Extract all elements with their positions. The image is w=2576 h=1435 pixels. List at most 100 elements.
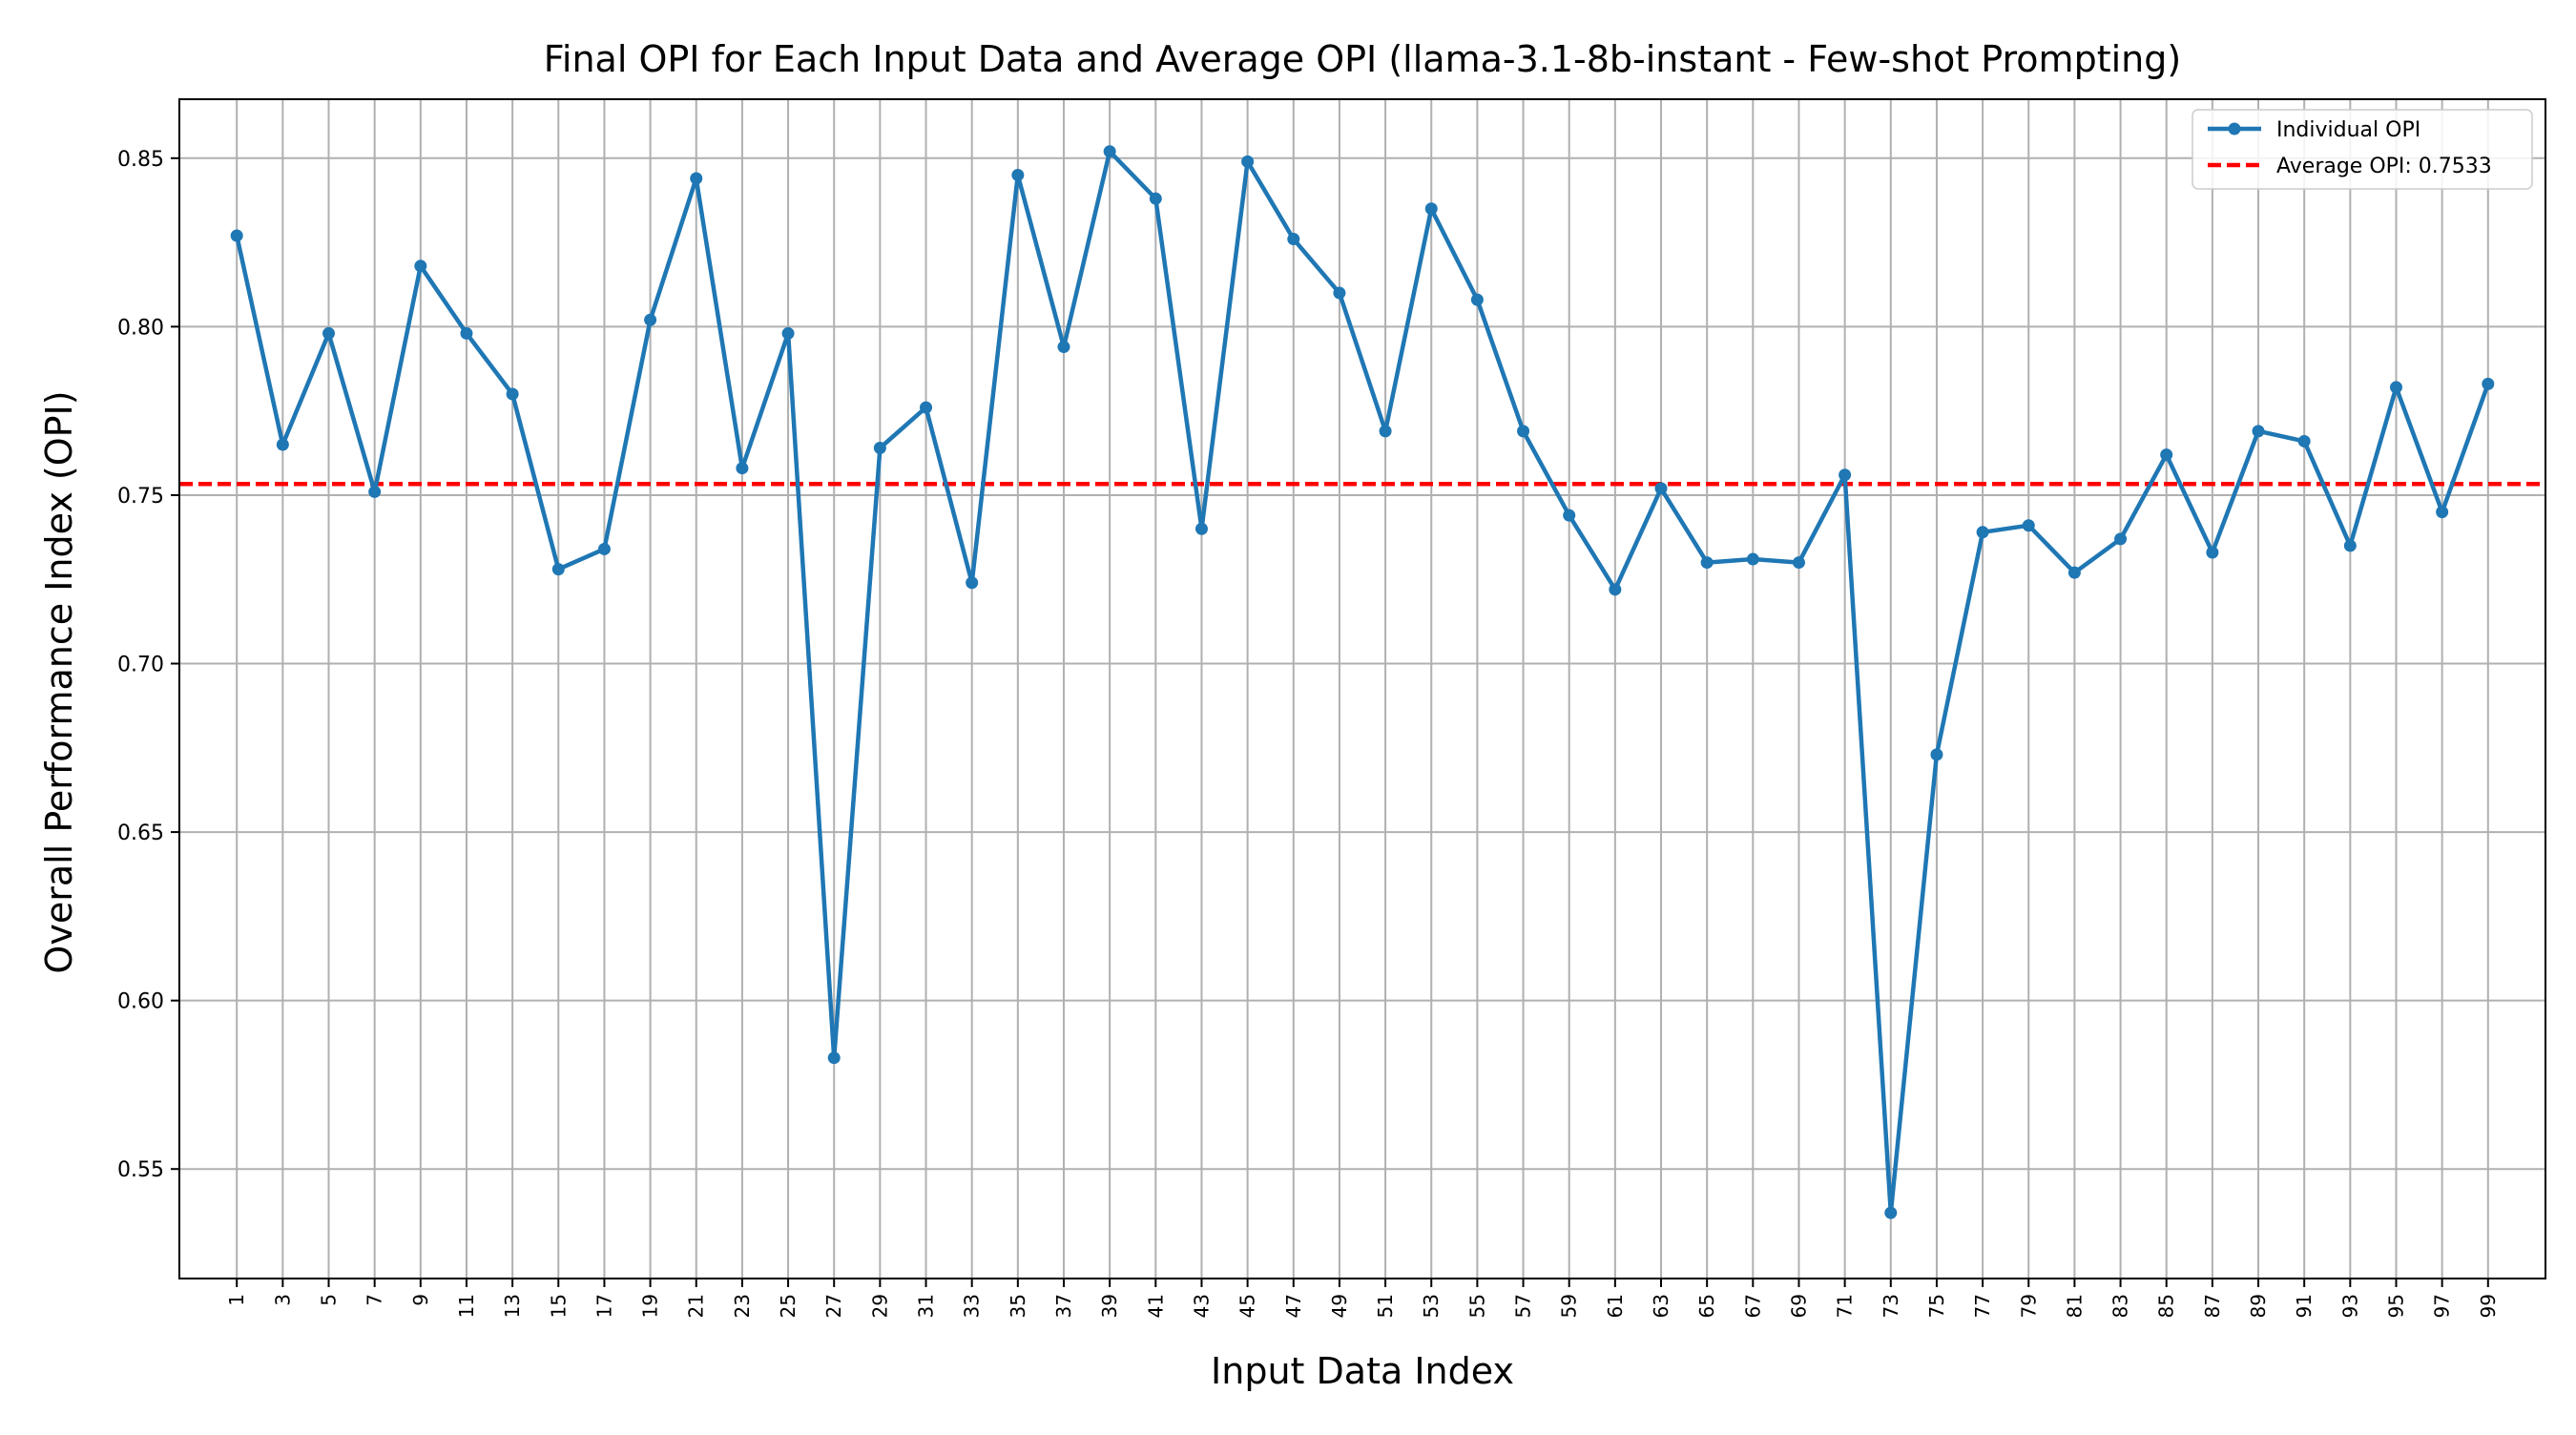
individual-opi-point (551, 563, 565, 576)
individual-opi-point (2206, 546, 2219, 559)
x-tick-label: 89 (2247, 1294, 2270, 1318)
individual-opi-point (2297, 434, 2311, 447)
individual-opi-point (1195, 522, 1208, 535)
x-tick-label: 61 (1604, 1294, 1627, 1318)
x-tick-label: 91 (2293, 1294, 2316, 1318)
x-tick-label: 43 (1190, 1294, 1213, 1318)
individual-opi-point (1241, 155, 1255, 168)
y-axis-label: Overall Performance Index (OPI) (38, 390, 80, 973)
individual-opi-point (2067, 566, 2081, 579)
x-axis-ticks: 1 3 5 7 9 11 13 15 17 19 21 23 25 27 29 31 33 35 37 39 41 43 4… (225, 1279, 2500, 1318)
individual-opi-point (920, 401, 933, 414)
individual-opi-point (276, 438, 289, 451)
y-tick-label: 0.75 (117, 485, 164, 509)
individual-opi-point (1839, 468, 1852, 482)
x-tick-label: 11 (455, 1294, 478, 1318)
individual-opi-point (1563, 509, 1576, 522)
individual-opi-point (460, 326, 473, 340)
individual-opi-point (1287, 233, 1300, 246)
x-tick-label: 99 (2477, 1294, 2500, 1318)
individual-opi-point (2022, 519, 2035, 532)
individual-opi-point (2114, 532, 2128, 546)
x-tick-label: 21 (685, 1294, 708, 1318)
x-tick-label: 49 (1328, 1294, 1351, 1318)
legend-label-individual-opi: Individual OPI (2276, 118, 2420, 142)
x-tick-label: 83 (2109, 1294, 2132, 1318)
individual-opi-point (1884, 1206, 1898, 1219)
y-tick-label: 0.60 (117, 990, 164, 1014)
x-tick-label: 27 (822, 1294, 845, 1318)
x-tick-label: 31 (915, 1294, 938, 1318)
individual-opi-point (2252, 425, 2265, 438)
x-tick-label: 37 (1052, 1294, 1075, 1318)
individual-opi-point (2436, 506, 2449, 519)
x-tick-label: 85 (2155, 1294, 2178, 1318)
individual-opi-point (644, 313, 657, 326)
individual-opi-point (2389, 381, 2402, 394)
individual-opi-point (597, 542, 611, 555)
x-tick-label: 69 (1787, 1294, 1810, 1318)
individual-opi-point (690, 172, 703, 185)
x-tick-label: 45 (1236, 1294, 1259, 1318)
individual-opi-point (414, 260, 427, 273)
x-tick-label: 55 (1465, 1294, 1488, 1318)
individual-opi-point (736, 462, 749, 475)
x-tick-label: 33 (961, 1294, 984, 1318)
individual-opi-point (873, 442, 886, 455)
individual-opi-point (1470, 293, 1484, 306)
individual-opi-point (1976, 526, 1989, 539)
y-tick-label: 0.70 (117, 654, 164, 677)
x-tick-label: 1 (225, 1294, 248, 1306)
plot-frame (178, 98, 2546, 1279)
x-tick-label: 25 (777, 1294, 800, 1318)
x-tick-label: 77 (1971, 1294, 1994, 1318)
individual-opi-point (368, 485, 382, 498)
individual-opi-point (966, 576, 979, 590)
x-tick-label: 13 (501, 1294, 524, 1318)
y-tick-label: 0.80 (117, 316, 164, 340)
individual-opi-point (506, 387, 519, 401)
x-tick-label: 35 (1007, 1294, 1029, 1318)
y-tick-label: 0.55 (117, 1158, 164, 1182)
individual-opi-point (1746, 552, 1759, 566)
series-layer (230, 145, 2495, 1219)
y-tick-label: 0.65 (117, 821, 164, 845)
x-tick-label: 75 (1925, 1294, 1948, 1318)
individual-opi-point (1792, 556, 1805, 570)
x-tick-label: 5 (318, 1294, 341, 1306)
x-tick-label: 15 (547, 1294, 570, 1318)
individual-opi-point (1700, 556, 1714, 570)
y-tick-label: 0.85 (117, 148, 164, 172)
x-tick-label: 17 (592, 1294, 615, 1318)
x-tick-label: 53 (1420, 1294, 1443, 1318)
x-tick-label: 23 (731, 1294, 754, 1318)
individual-opi-point (1379, 425, 1392, 438)
x-tick-label: 39 (1098, 1294, 1121, 1318)
individual-opi-line (235, 149, 2490, 1216)
x-tick-label: 3 (271, 1294, 294, 1306)
x-tick-label: 65 (1695, 1294, 1718, 1318)
individual-opi-point (1011, 168, 1025, 181)
x-tick-label: 7 (364, 1294, 386, 1306)
individual-opi-point (1609, 583, 1622, 596)
x-tick-label: 71 (1834, 1294, 1857, 1318)
individual-opi-point (1517, 425, 1530, 438)
legend-marker-individual-opi (2228, 122, 2241, 135)
legend: Individual OPI Average OPI: 0.7533 (2192, 109, 2533, 190)
x-tick-label: 95 (2384, 1294, 2407, 1318)
y-axis-ticks: 0.55 0.60 0.65 0.70 0.75 0.80 0.85 (117, 148, 179, 1182)
individual-opi-point (322, 326, 336, 340)
legend-label-average-opi: Average OPI: 0.7533 (2276, 155, 2492, 178)
individual-opi-point (827, 1051, 841, 1065)
x-tick-label: 41 (1144, 1294, 1167, 1318)
x-tick-label: 87 (2201, 1294, 2224, 1318)
x-tick-label: 73 (1880, 1294, 1902, 1318)
x-tick-label: 47 (1282, 1294, 1305, 1318)
x-tick-label: 51 (1374, 1294, 1397, 1318)
individual-opi-point (2343, 539, 2357, 552)
individual-opi-point (1333, 286, 1346, 300)
x-tick-label: 79 (2017, 1294, 2040, 1318)
